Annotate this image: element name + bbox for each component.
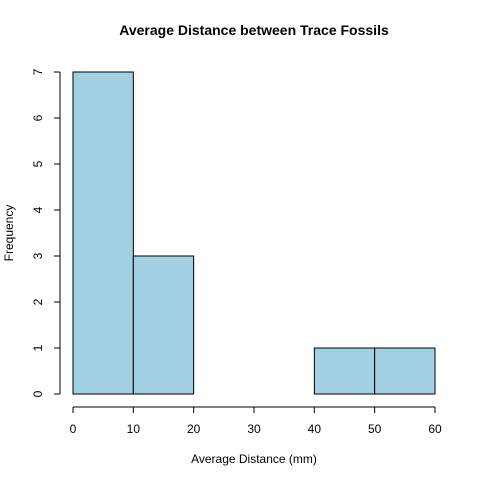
x-tick-label: 50 <box>368 422 382 436</box>
y-tick-label: 4 <box>31 206 45 213</box>
x-tick-label: 10 <box>127 422 141 436</box>
y-tick-label: 5 <box>31 160 45 167</box>
y-tick-label: 3 <box>31 252 45 259</box>
y-axis: 0 1 2 3 4 5 6 7 <box>31 68 61 397</box>
x-tick-label: 20 <box>187 422 201 436</box>
y-axis-label: Frequency <box>2 205 16 262</box>
y-tick-label: 0 <box>31 390 45 397</box>
histogram-bar-10-20 <box>132 255 195 395</box>
x-tick-label: 40 <box>308 422 322 436</box>
histogram-bar-50-60 <box>374 347 436 395</box>
x-tick-label: 30 <box>247 422 261 436</box>
bars <box>72 71 436 395</box>
y-tick-label: 6 <box>31 114 45 121</box>
y-tick-label: 7 <box>31 68 45 75</box>
histogram-bar-0-10 <box>72 71 134 395</box>
x-tick-label: 60 <box>428 422 442 436</box>
x-axis-label: Average Distance (mm) <box>191 452 317 466</box>
y-tick-label: 2 <box>31 298 45 305</box>
y-tick-label: 1 <box>31 344 45 351</box>
x-tick-label: 0 <box>70 422 77 436</box>
histogram-bar-40-50 <box>313 347 376 395</box>
chart-title: Average Distance between Trace Fossils <box>119 22 389 38</box>
x-axis: 0 10 20 30 40 50 60 <box>70 406 442 436</box>
